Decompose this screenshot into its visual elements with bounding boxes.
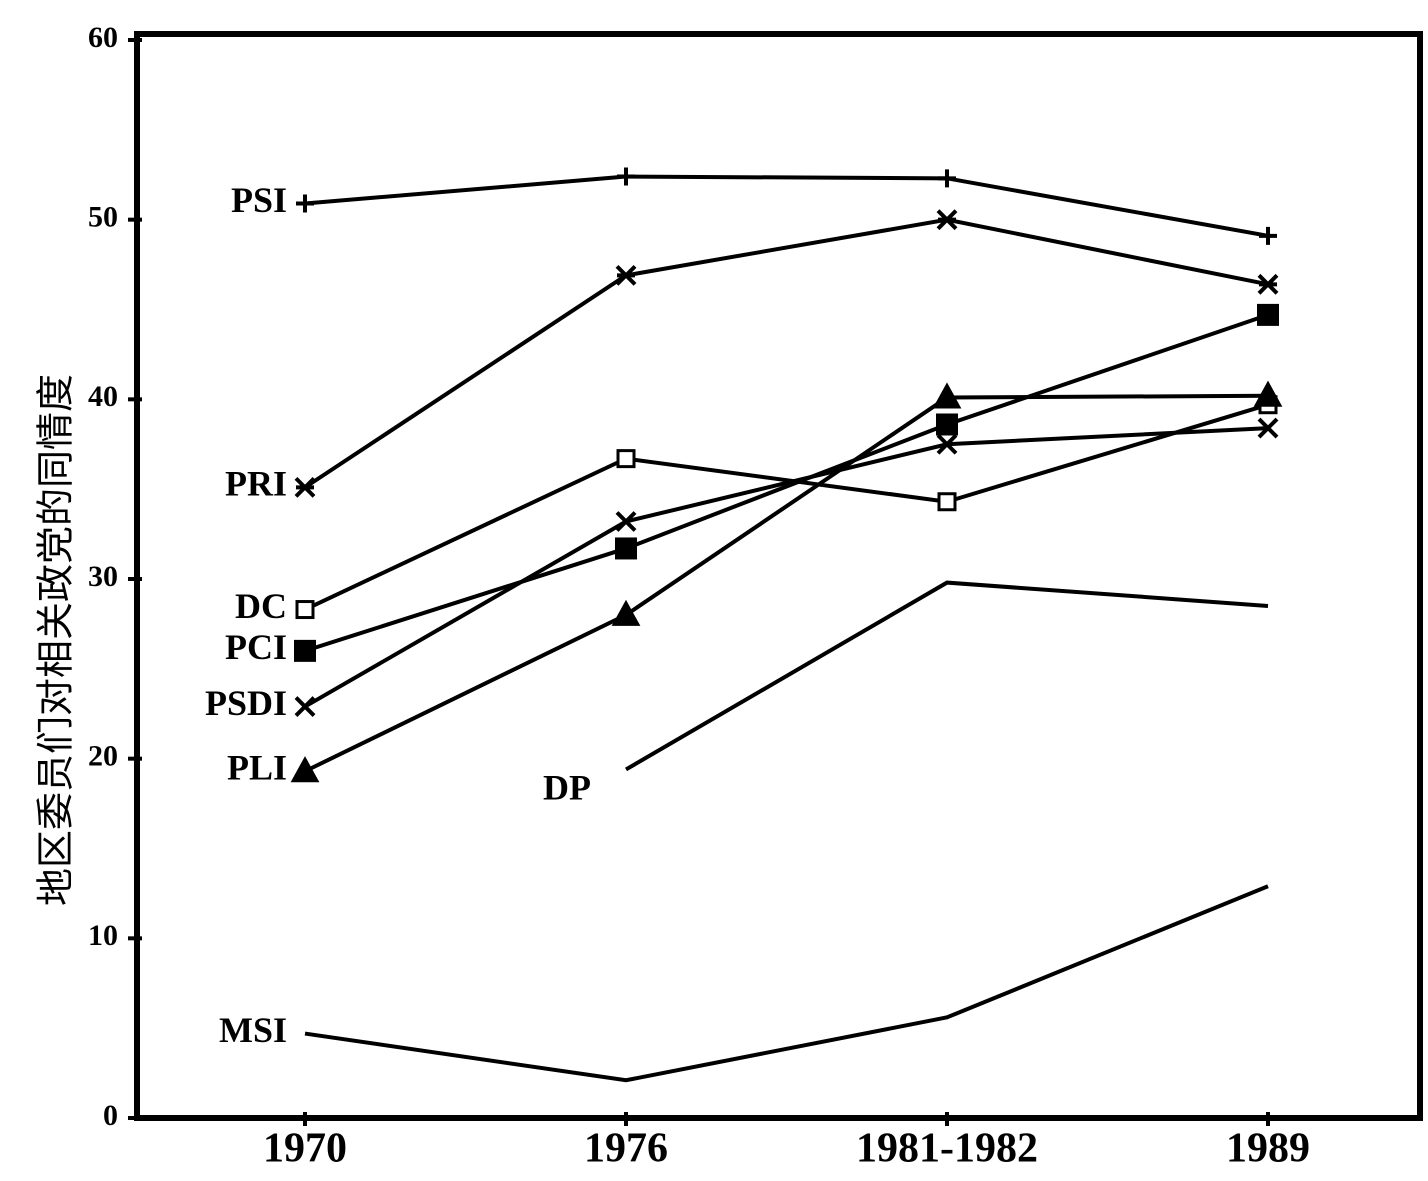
marker — [1257, 417, 1279, 439]
marker — [611, 599, 641, 626]
marker — [936, 433, 958, 455]
marker — [295, 600, 315, 620]
marker — [1259, 226, 1277, 245]
series-label: DC — [235, 586, 287, 626]
y-axis-label: 地区委员们对相关政党的同情度 — [34, 374, 78, 906]
x-tick-label: 1970 — [263, 1126, 347, 1172]
y-tick-label: 50 — [88, 201, 118, 234]
marker — [1257, 273, 1279, 295]
marker — [294, 696, 316, 717]
y-tick-label: 0 — [103, 1099, 118, 1132]
series-label: PLI — [227, 748, 287, 788]
series-label: PSI — [231, 180, 287, 220]
y-tick-label: 10 — [88, 919, 118, 952]
marker — [290, 756, 320, 783]
y-tick-label: 40 — [88, 380, 118, 413]
series-label: PSDI — [205, 683, 287, 723]
series-line — [304, 393, 1269, 774]
x-tick-label: 1989 — [1226, 1126, 1310, 1172]
marker — [615, 537, 637, 560]
series-line — [304, 884, 1269, 1083]
marker — [938, 169, 956, 188]
marker — [615, 264, 637, 286]
series-label: MSI — [219, 1010, 287, 1050]
x-tick-label: 1981-1982 — [856, 1126, 1038, 1172]
series-line — [624, 580, 1269, 772]
series-line — [304, 402, 1269, 612]
marker — [294, 639, 316, 662]
y-tick-label: 20 — [88, 740, 118, 773]
marker — [296, 194, 314, 213]
marker — [1257, 303, 1279, 326]
x-tick-label: 1976 — [584, 1126, 668, 1172]
series-line — [304, 426, 1269, 709]
marker — [1253, 380, 1283, 407]
marker — [617, 167, 635, 186]
marker — [937, 492, 957, 512]
marker — [615, 511, 637, 532]
plot-frame — [134, 31, 1423, 1121]
series-label: DP — [543, 768, 591, 808]
series-line — [304, 174, 1269, 238]
series-label: PCI — [225, 627, 287, 667]
y-tick-label: 30 — [88, 560, 118, 593]
marker — [936, 209, 958, 231]
marker — [294, 476, 316, 498]
series-label: PRI — [225, 464, 287, 504]
y-tick-label: 60 — [88, 21, 118, 54]
marker — [932, 382, 962, 409]
marker — [936, 413, 958, 436]
marker — [616, 449, 636, 469]
series-line — [303, 217, 1269, 490]
series-line — [304, 312, 1269, 653]
